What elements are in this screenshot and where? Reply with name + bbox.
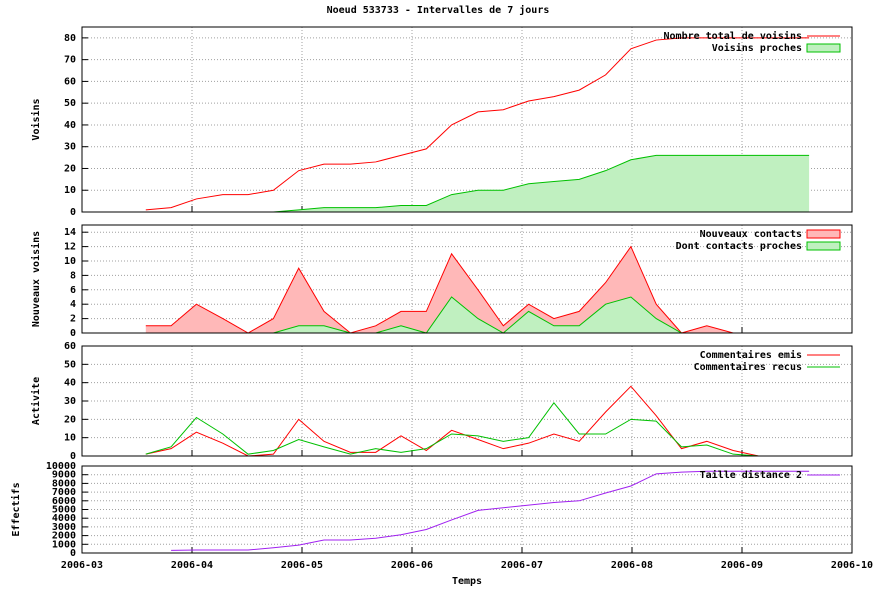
x-tick-label: 2006-09 (721, 560, 763, 571)
y-tick-label: 4 (70, 299, 76, 310)
y-tick-label: 40 (64, 378, 76, 389)
y-tick-label: 0 (70, 207, 76, 218)
y-tick-label: 7000 (52, 487, 76, 498)
y-tick-label: 8000 (52, 478, 76, 489)
series-line (273, 154, 810, 213)
y-tick-label: 5000 (52, 505, 76, 516)
area (145, 246, 734, 333)
y-tick-label: 70 (64, 55, 76, 66)
y-axis-label: Activite (30, 377, 42, 425)
legend-label: Commentaires emis (700, 349, 802, 361)
y-tick-label: 14 (64, 227, 76, 238)
legend-label: Nouveaux contacts (700, 229, 802, 240)
x-tick-label: 2006-10 (831, 560, 873, 571)
x-tick-label: 2006-03 (61, 560, 103, 571)
plot-frame (81, 224, 853, 334)
legend-label: Dont contacts proches (676, 241, 802, 252)
plot-frame (81, 345, 853, 457)
y-tick-label: 2 (70, 314, 76, 325)
y-axis-label: Nouveaux voisins (30, 231, 42, 327)
y-tick-label: 30 (64, 142, 76, 153)
y-tick-label: 3000 (52, 522, 76, 533)
y-tick-label: 30 (64, 396, 76, 407)
y-tick-label: 60 (64, 341, 76, 352)
y-tick-label: 8 (70, 270, 76, 281)
y-tick-label: 10 (64, 433, 76, 444)
y-tick-label: 0 (70, 451, 76, 462)
series-line (145, 402, 759, 457)
y-tick-label: 80 (64, 33, 76, 44)
y-axis-label: Voisins (30, 98, 42, 140)
x-tick-label: 2006-08 (611, 560, 653, 571)
y-tick-label: 10 (64, 256, 76, 267)
y-axis-label: Effectifs (10, 482, 22, 536)
legend-label: Commentaires recus (694, 361, 802, 373)
plot-frame (81, 26, 853, 213)
x-axis-label: Temps (452, 576, 482, 587)
y-tick-label: 10000 (46, 461, 76, 472)
y-tick-label: 2000 (52, 531, 76, 542)
x-tick-label: 2006-07 (501, 560, 543, 571)
y-tick-label: 40 (64, 120, 76, 131)
legend-label: Taille distance 2 (700, 469, 802, 481)
y-tick-label: 1000 (52, 539, 76, 550)
legend-swatch (806, 43, 841, 53)
series-line (145, 37, 810, 211)
legend-label: Nombre total de voisins (664, 30, 802, 42)
y-tick-label: 10 (64, 185, 76, 196)
x-tick-label: 2006-04 (171, 560, 213, 571)
y-tick-label: 0 (70, 328, 76, 339)
area (273, 155, 810, 212)
series-line (171, 470, 810, 551)
y-tick-label: 0 (70, 548, 76, 559)
y-tick-label: 20 (64, 414, 76, 425)
x-tick-label: 2006-06 (391, 560, 433, 571)
y-tick-label: 9000 (52, 470, 76, 481)
legend-swatch (806, 241, 841, 251)
chart-title: Noeud 533733 - Intervalles de 7 jours (327, 4, 550, 16)
y-tick-label: 50 (64, 98, 76, 109)
plot-frame (81, 465, 853, 554)
y-tick-label: 20 (64, 163, 76, 174)
y-tick-label: 12 (64, 242, 76, 253)
legend-label: Voisins proches (712, 42, 802, 54)
y-tick-label: 6000 (52, 496, 76, 507)
y-tick-label: 4000 (52, 513, 76, 524)
y-tick-label: 60 (64, 76, 76, 87)
y-tick-label: 6 (70, 285, 76, 296)
y-tick-label: 50 (64, 359, 76, 370)
legend-swatch (806, 229, 841, 239)
series-line (145, 245, 734, 334)
x-tick-label: 2006-05 (281, 560, 323, 571)
